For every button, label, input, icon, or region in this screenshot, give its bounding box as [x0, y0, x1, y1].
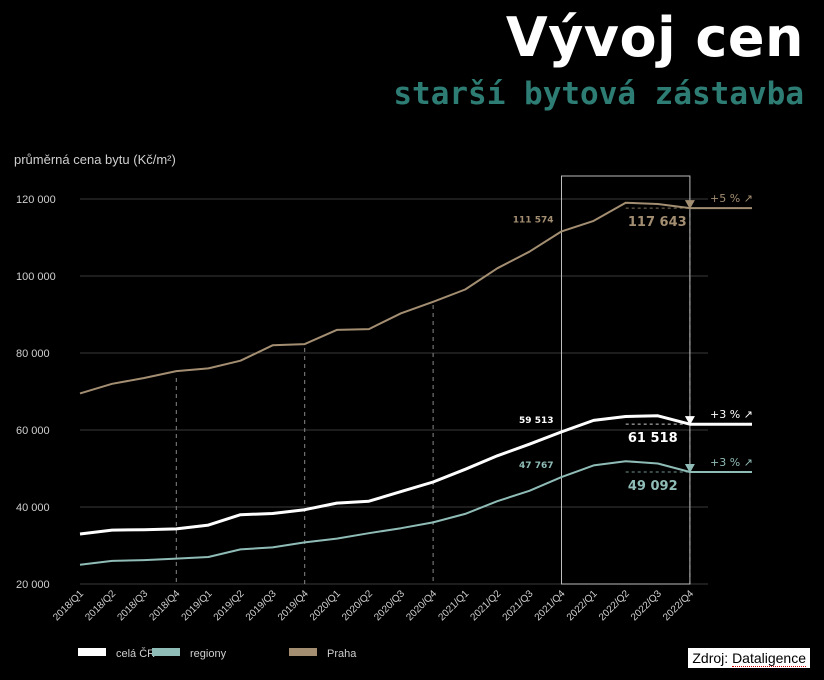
- x-tick-label: 2021/Q2: [469, 588, 504, 623]
- x-tick-label: 2022/Q1: [565, 588, 600, 623]
- x-tick-label: 2018/Q1: [51, 588, 86, 623]
- change-label: +3 % ↗: [710, 408, 753, 421]
- x-tick-label: 2018/Q3: [115, 588, 150, 623]
- data-label: 61 518: [628, 431, 678, 446]
- data-label: 117 643: [628, 215, 687, 230]
- legend-swatch: [289, 648, 317, 656]
- highlight-box: [561, 175, 691, 585]
- x-tick-label: 2021/Q3: [501, 588, 536, 623]
- data-label: 47 767: [519, 461, 553, 471]
- y-tick-label: 40 000: [16, 502, 50, 514]
- legend-label: regiony: [190, 648, 227, 660]
- x-tick-label: 2020/Q3: [372, 588, 407, 623]
- legend-swatch: [78, 648, 106, 656]
- chart-subtitle: starší bytová zástavba: [393, 76, 804, 112]
- y-tick-label: 100 000: [16, 271, 56, 283]
- y-tick-label: 80 000: [16, 348, 50, 360]
- data-label: 49 092: [628, 479, 678, 494]
- x-tick-label: 2020/Q1: [308, 588, 343, 623]
- x-tick-label: 2019/Q1: [180, 588, 215, 623]
- source-link[interactable]: Dataligence: [732, 650, 806, 667]
- legend-swatch: [152, 648, 180, 656]
- y-tick-label: 120 000: [16, 194, 56, 206]
- y-axis-label: průměrná cena bytu (Kč/m²): [14, 152, 176, 167]
- x-tick-label: 2021/Q1: [436, 588, 471, 623]
- end-arrow-marker: [684, 463, 695, 473]
- x-tick-label: 2019/Q4: [276, 588, 311, 623]
- data-label: 111 574: [513, 215, 554, 225]
- change-label: +5 % ↗: [710, 192, 753, 205]
- x-tick-label: 2018/Q4: [148, 588, 183, 623]
- x-tick-label: 2020/Q4: [404, 588, 439, 623]
- change-label: +3 % ↗: [710, 456, 753, 469]
- series-line: [79, 414, 752, 536]
- end-arrow-marker: [684, 200, 695, 210]
- chart-title: Vývoj cen: [505, 6, 804, 69]
- y-tick-label: 60 000: [16, 425, 50, 437]
- y-tick-label: 20 000: [16, 579, 50, 591]
- x-tick-label: 2021/Q4: [533, 588, 568, 623]
- x-tick-label: 2022/Q4: [661, 588, 696, 623]
- end-arrow-marker: [684, 416, 695, 426]
- series-line: [79, 460, 752, 566]
- x-tick-label: 2020/Q2: [340, 588, 375, 623]
- x-tick-label: 2022/Q3: [629, 588, 664, 623]
- source-note: Zdroj: Dataligence: [688, 648, 810, 668]
- legend-label: Praha: [327, 648, 357, 660]
- x-tick-label: 2018/Q2: [83, 588, 118, 623]
- data-label: 59 513: [519, 416, 553, 426]
- source-prefix: Zdroj:: [692, 650, 729, 666]
- x-tick-label: 2019/Q3: [244, 588, 279, 623]
- legend-label: celá ČR: [116, 647, 155, 660]
- series-line: [79, 201, 752, 395]
- x-tick-label: 2019/Q2: [212, 588, 247, 623]
- x-tick-label: 2022/Q2: [597, 588, 632, 623]
